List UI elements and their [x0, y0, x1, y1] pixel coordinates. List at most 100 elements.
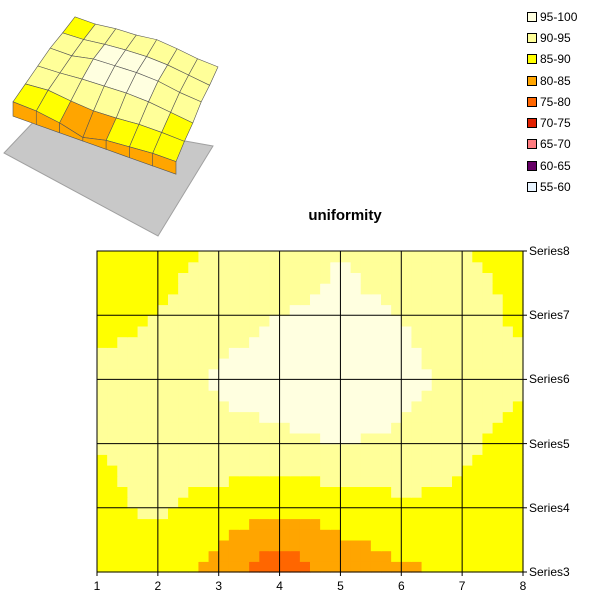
contour-cell [330, 497, 342, 509]
contour-cell [228, 411, 240, 423]
contour-cell [431, 304, 443, 316]
contour-cell [107, 529, 118, 541]
contour-cell [97, 379, 108, 391]
contour-cell [228, 529, 240, 541]
contour-cell [168, 336, 179, 348]
contour-cell [137, 561, 149, 573]
contour-cell [330, 518, 342, 530]
contour-cell [259, 529, 271, 541]
contour-cell [411, 390, 423, 402]
contour-cell [218, 497, 230, 509]
contour-cell [127, 411, 139, 423]
contour-cell [279, 358, 291, 370]
contour-cell [157, 325, 169, 338]
contour-cell [370, 561, 382, 573]
contour-cell [218, 261, 230, 273]
contour-cell [279, 293, 291, 306]
contour-cell [239, 422, 250, 434]
contour-cell [198, 561, 210, 573]
contour-cell [178, 454, 189, 466]
contour-cell [340, 507, 352, 520]
contour-cell [452, 550, 463, 562]
contour-cell [218, 251, 230, 263]
contour-cell [249, 293, 260, 306]
contour-cell [462, 390, 473, 402]
contour-cell [218, 400, 230, 413]
contour-cell [127, 443, 139, 455]
contour-cell [391, 454, 402, 466]
contour-cell [147, 368, 159, 380]
contour-cell [421, 454, 433, 466]
contour-cell [441, 251, 453, 263]
contour-cell [320, 272, 331, 284]
contour-cell [340, 486, 352, 498]
contour-cell [107, 379, 118, 391]
contour-cell [168, 261, 179, 273]
contour-cell [188, 272, 200, 284]
contour-cell [441, 465, 453, 477]
contour-cell [157, 507, 169, 520]
contour-cell [472, 379, 484, 391]
contour-cell [117, 336, 129, 348]
contour-cell [299, 475, 311, 487]
contour-cell [168, 283, 179, 295]
contour-cell [482, 518, 494, 530]
contour-cell [147, 293, 159, 306]
contour-cell [431, 432, 443, 445]
contour-cell [452, 432, 463, 445]
contour-cell [239, 283, 250, 295]
contour-cell [370, 454, 382, 466]
contour-cell [117, 304, 129, 316]
contour-cell [370, 251, 382, 263]
contour-cell [239, 251, 250, 263]
contour-cell [462, 325, 473, 338]
contour-cell [239, 529, 250, 541]
contour-cell [188, 379, 200, 391]
contour-cell [330, 304, 342, 316]
contour-cell [431, 497, 443, 509]
contour-cell [157, 251, 169, 263]
x-tick-label: 2 [154, 579, 162, 593]
contour-cell [401, 561, 413, 573]
contour-cell [198, 422, 210, 434]
contour-cell [289, 539, 301, 552]
contour-cell [512, 507, 524, 520]
contour-cell [370, 432, 382, 445]
contour-cell [188, 454, 200, 466]
contour-cell [370, 379, 382, 391]
contour-cell [360, 379, 372, 391]
contour-cell [208, 347, 220, 359]
contour-cell [208, 497, 220, 509]
contour-cell [391, 390, 402, 402]
contour-cell [441, 539, 453, 552]
contour-cell [441, 379, 453, 391]
contour-cell [127, 315, 139, 327]
contour-cell [320, 465, 331, 477]
contour-cell [360, 475, 372, 487]
contour-cell [391, 347, 402, 359]
contour-cell [360, 550, 372, 562]
contour-cell [512, 400, 524, 413]
contour-cell [502, 497, 514, 509]
contour-cell [97, 304, 108, 316]
contour-cell [168, 272, 179, 284]
contour-cell [269, 379, 281, 391]
contour-cell [421, 261, 433, 273]
contour-cell [259, 304, 271, 316]
contour-cell [431, 475, 443, 487]
contour-cell [431, 411, 443, 423]
contour-cell [401, 539, 413, 552]
contour-cell [279, 465, 291, 477]
contour-cell [502, 272, 514, 284]
series-axis-label: Series4 [529, 500, 570, 515]
contour-cell [178, 400, 189, 413]
contour-cell [188, 507, 200, 520]
contour-cell [310, 368, 321, 380]
contour-cell [127, 529, 139, 541]
contour-cell [249, 304, 260, 316]
contour-cell [279, 390, 291, 402]
contour-cell [198, 529, 210, 541]
contour-cell [289, 293, 301, 306]
contour-cell [168, 475, 179, 487]
x-tick-label: 1 [93, 579, 101, 593]
